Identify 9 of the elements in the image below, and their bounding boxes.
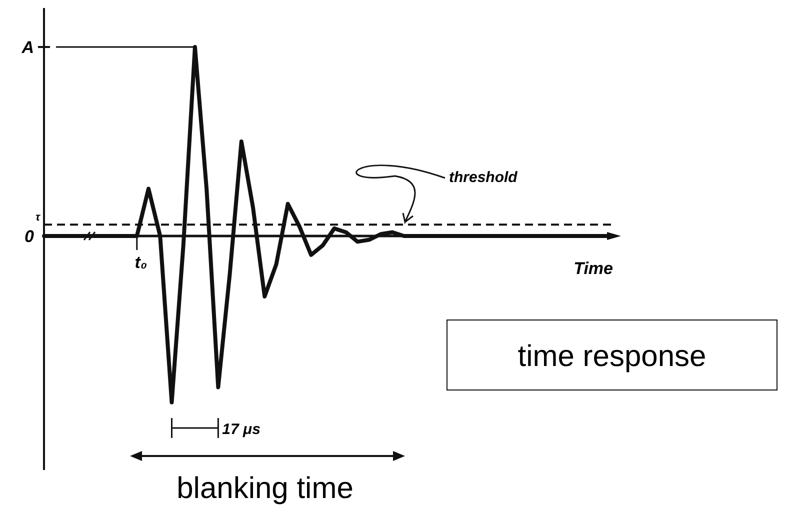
- text: A: [20, 38, 34, 57]
- annotation: t₀: [134, 253, 148, 272]
- text: 0: [24, 227, 35, 246]
- x-axis-title: Time: [574, 259, 613, 278]
- annotation: time response: [518, 340, 706, 373]
- ref-line-label: τ: [36, 212, 40, 224]
- text: 17 μs: [222, 421, 260, 438]
- annotation: threshold: [449, 169, 518, 186]
- text: blanking time: [176, 472, 354, 505]
